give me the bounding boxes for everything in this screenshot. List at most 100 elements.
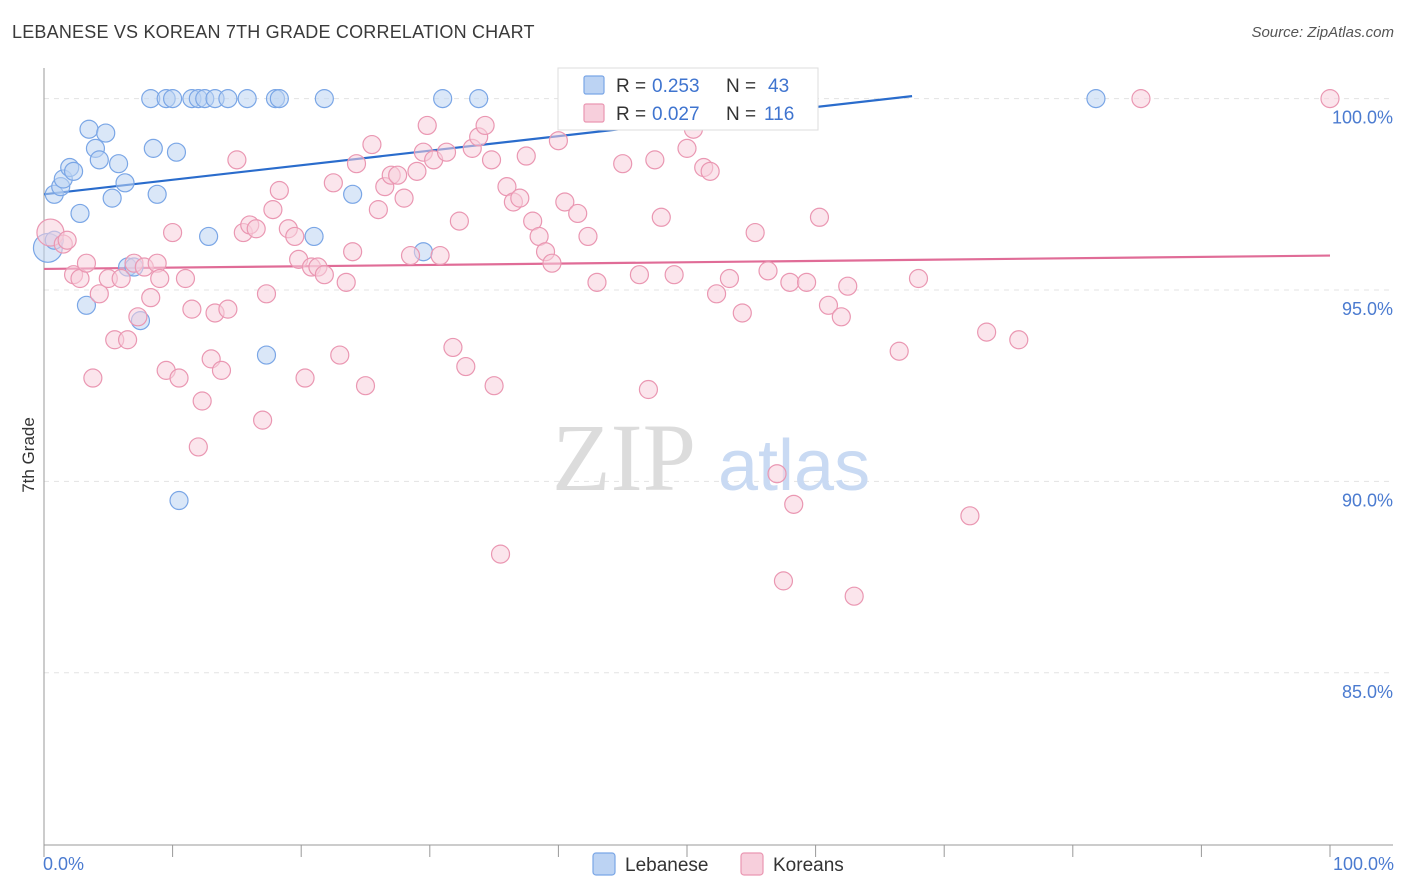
point-koreans	[192, 391, 212, 411]
bottom-legend-label-lebanese: Lebanese	[625, 855, 708, 876]
point-koreans	[587, 272, 607, 292]
grid-lines	[44, 98, 1393, 674]
point-koreans	[651, 207, 671, 227]
legend-r-label-koreans: R =	[616, 104, 646, 125]
y-tick-label: 85.0%	[1342, 682, 1393, 702]
y-axis-label: 7th Grade	[19, 417, 38, 493]
point-lebanese	[469, 89, 489, 109]
point-koreans	[188, 437, 208, 457]
point-koreans	[484, 376, 504, 396]
point-koreans	[700, 161, 720, 181]
point-koreans	[516, 146, 536, 166]
watermark: ZIP atlas	[552, 404, 870, 511]
point-lebanese	[163, 89, 183, 109]
point-koreans	[510, 188, 530, 208]
point-lebanese	[237, 89, 257, 109]
stats-legend: R = 0.253 N = 43 R = 0.027 N = 116	[557, 67, 819, 131]
point-lebanese	[76, 295, 97, 315]
point-lebanese	[70, 203, 90, 224]
point-lebanese	[169, 490, 189, 511]
watermark-zip: ZIP	[552, 404, 696, 511]
point-koreans	[1131, 89, 1151, 109]
point-koreans	[719, 268, 740, 289]
point-koreans	[346, 154, 367, 174]
x-tick-label-left: 0.0%	[43, 854, 84, 874]
point-koreans	[227, 150, 247, 170]
point-koreans	[430, 245, 450, 266]
point-lebanese	[96, 123, 116, 143]
point-koreans	[664, 265, 684, 285]
point-koreans	[784, 494, 804, 514]
point-koreans	[394, 188, 414, 208]
point-koreans	[253, 410, 273, 430]
point-koreans	[838, 276, 858, 296]
point-koreans	[343, 242, 363, 262]
point-lebanese	[89, 150, 109, 170]
point-lebanese	[314, 89, 334, 109]
point-koreans	[285, 226, 305, 247]
y-tick-label: 100.0%	[1332, 108, 1393, 128]
bottom-legend-label-koreans: Koreans	[773, 855, 844, 876]
point-koreans	[163, 222, 183, 243]
point-koreans	[76, 253, 97, 273]
point-lebanese	[433, 89, 453, 109]
point-koreans	[456, 356, 476, 377]
point-koreans	[773, 571, 794, 591]
point-koreans	[323, 173, 343, 193]
point-lebanese	[343, 184, 363, 204]
point-koreans	[578, 226, 598, 247]
point-koreans	[111, 268, 131, 289]
y-tick-labels: 100.0% 95.0% 90.0% 85.0%	[1332, 108, 1393, 702]
legend-r-value-lebanese: 0.253	[652, 76, 700, 97]
point-koreans	[908, 268, 929, 289]
x-ticks	[43, 845, 1331, 857]
point-koreans	[809, 207, 830, 227]
point-koreans	[645, 150, 665, 170]
watermark-atlas: atlas	[718, 426, 870, 506]
point-koreans	[57, 230, 77, 250]
legend-n-label-lebanese: N =	[726, 76, 756, 97]
point-koreans	[555, 192, 575, 212]
point-koreans	[269, 180, 289, 201]
point-koreans	[218, 299, 238, 319]
legend-r-value-koreans: 0.027	[652, 104, 700, 125]
point-lebanese	[63, 161, 84, 181]
point-koreans	[400, 245, 421, 266]
point-koreans	[407, 161, 427, 181]
point-koreans	[436, 142, 457, 162]
point-koreans	[767, 464, 787, 484]
point-koreans	[256, 284, 277, 304]
y-tick-label: 90.0%	[1342, 490, 1393, 510]
point-koreans	[128, 307, 148, 327]
axes	[43, 68, 1393, 846]
point-lebanese	[147, 184, 167, 204]
point-koreans	[960, 506, 980, 526]
trend-line-koreans	[43, 254, 1331, 271]
point-lebanese	[304, 226, 324, 247]
point-koreans	[844, 586, 864, 606]
legend-n-value-lebanese: 43	[768, 76, 789, 97]
point-koreans	[977, 322, 997, 342]
point-koreans	[150, 268, 170, 289]
point-lebanese	[108, 154, 129, 174]
point-koreans	[362, 134, 382, 155]
point-koreans	[83, 368, 103, 388]
x-tick-label-right: 100.0%	[1333, 854, 1394, 874]
point-koreans	[330, 345, 350, 365]
source-label: Source: ZipAtlas.com	[1251, 24, 1394, 41]
point-koreans	[568, 203, 588, 224]
point-koreans	[443, 337, 463, 358]
point-koreans	[481, 150, 502, 170]
point-koreans	[638, 379, 659, 400]
point-lebanese	[256, 345, 277, 365]
point-koreans	[818, 295, 839, 315]
point-koreans	[89, 284, 109, 304]
y-tick-label: 95.0%	[1342, 299, 1393, 319]
point-koreans	[758, 261, 778, 281]
point-koreans	[211, 360, 232, 380]
point-koreans	[1009, 330, 1029, 350]
point-lebanese	[218, 89, 238, 109]
point-koreans	[449, 211, 469, 231]
point-koreans	[542, 253, 562, 273]
